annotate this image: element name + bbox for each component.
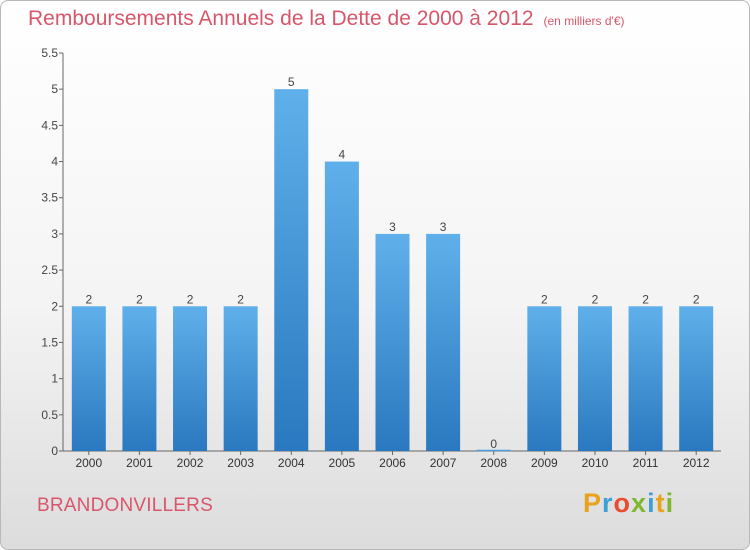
logo-letter: i bbox=[647, 488, 656, 518]
data-label-2006: 3 bbox=[389, 220, 396, 234]
bar-2007 bbox=[426, 233, 461, 451]
logo-letter: t bbox=[655, 488, 666, 518]
x-tick-label-2012: 2012 bbox=[683, 456, 710, 470]
data-label-2011: 2 bbox=[642, 292, 649, 306]
x-tick-label-2001: 2001 bbox=[126, 456, 153, 470]
x-tick-label-2002: 2002 bbox=[177, 456, 204, 470]
x-tick-label-2000: 2000 bbox=[75, 456, 102, 470]
chart-title-block: Remboursements Annuels de la Dette de 20… bbox=[28, 7, 625, 31]
y-tick-label: 0.5 bbox=[41, 408, 58, 422]
y-tick-label: 3 bbox=[51, 227, 58, 241]
data-label-2000: 2 bbox=[85, 292, 92, 306]
y-tick-label: 0 bbox=[51, 444, 58, 458]
proxiti-logo: Proxiti bbox=[583, 488, 674, 519]
bar-2005 bbox=[324, 161, 359, 451]
x-tick-label-2008: 2008 bbox=[480, 456, 507, 470]
chart-subtitle: (en milliers d'€) bbox=[543, 14, 625, 28]
data-label-2009: 2 bbox=[541, 292, 548, 306]
x-tick-label-2010: 2010 bbox=[582, 456, 609, 470]
y-tick-label: 4 bbox=[51, 155, 58, 169]
data-label-2001: 2 bbox=[136, 292, 143, 306]
data-label-2004: 5 bbox=[288, 75, 295, 89]
logo-letter: x bbox=[631, 488, 648, 518]
bar-2004 bbox=[274, 89, 309, 451]
data-label-2002: 2 bbox=[187, 292, 194, 306]
bar-2003 bbox=[223, 306, 258, 451]
bar-2000 bbox=[71, 306, 106, 451]
bar-2006 bbox=[375, 233, 410, 451]
logo-letter: o bbox=[613, 488, 632, 518]
y-tick-label: 3.5 bbox=[41, 191, 58, 205]
data-label-2007: 3 bbox=[440, 220, 447, 234]
bar-2002 bbox=[173, 306, 208, 451]
x-tick-label-2009: 2009 bbox=[531, 456, 558, 470]
logo-letter: i bbox=[665, 488, 675, 518]
logo-letter: r bbox=[602, 488, 614, 518]
y-tick-label: 2.5 bbox=[41, 263, 58, 277]
x-tick-label-2007: 2007 bbox=[430, 456, 457, 470]
y-tick-label: 5.5 bbox=[41, 46, 58, 60]
data-label-2012: 2 bbox=[693, 292, 700, 306]
data-label-2010: 2 bbox=[592, 292, 599, 306]
data-label-2003: 2 bbox=[237, 292, 244, 306]
bar-2009 bbox=[527, 306, 562, 451]
x-tick-label-2011: 2011 bbox=[633, 456, 659, 470]
y-tick-label: 2 bbox=[51, 299, 58, 313]
y-tick-label: 4.5 bbox=[41, 118, 58, 132]
town-name: BRANDONVILLERS bbox=[37, 495, 213, 516]
logo-letter: P bbox=[583, 488, 603, 518]
bar-2012 bbox=[679, 306, 714, 451]
x-tick-label-2004: 2004 bbox=[278, 456, 305, 470]
bar-2001 bbox=[122, 306, 157, 451]
chart-title: Remboursements Annuels de la Dette de 20… bbox=[28, 7, 534, 30]
data-label-2005: 4 bbox=[339, 148, 346, 162]
y-tick-label: 1 bbox=[51, 372, 58, 386]
x-tick-label-2003: 2003 bbox=[227, 456, 254, 470]
bar-2010 bbox=[577, 306, 612, 451]
y-tick-label: 5 bbox=[51, 82, 58, 96]
x-tick-label-2005: 2005 bbox=[329, 456, 356, 470]
data-label-2008: 0 bbox=[490, 437, 497, 451]
bar-2011 bbox=[628, 306, 663, 451]
x-tick-label-2006: 2006 bbox=[379, 456, 406, 470]
y-tick-label: 1.5 bbox=[41, 335, 58, 349]
